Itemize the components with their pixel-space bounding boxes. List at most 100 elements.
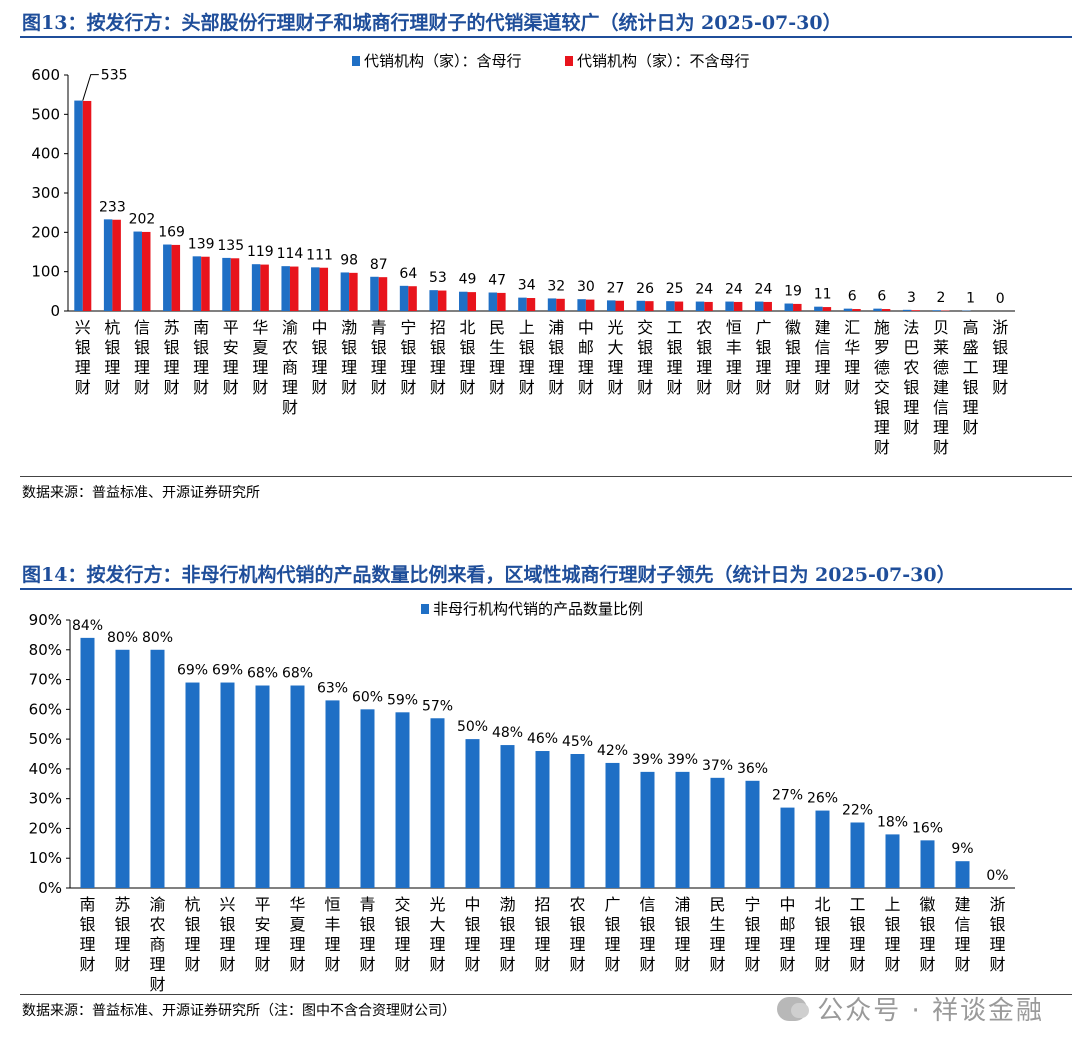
x-tick-label: 贝 (933, 318, 949, 337)
x-tick-label: 财 (149, 975, 165, 992)
x-tick-label: 邮 (578, 338, 594, 357)
x-tick-label: 夏 (289, 915, 305, 934)
bar-series-1 (360, 709, 375, 888)
bar-series-1 (815, 810, 830, 888)
x-tick-label: 财 (849, 955, 865, 974)
x-tick-label: 财 (815, 378, 831, 397)
data-label: 34 (518, 278, 536, 294)
x-tick-label: 财 (963, 418, 979, 437)
data-label: 45% (562, 734, 593, 750)
x-tick-label: 理 (604, 935, 620, 954)
data-label: 39% (632, 752, 663, 768)
x-tick-label: 信 (954, 915, 970, 934)
data-label: 60% (352, 689, 383, 705)
x-tick-label: 财 (164, 378, 180, 397)
x-tick-label: 理 (779, 935, 795, 954)
bar-series-1 (370, 276, 379, 311)
x-tick-label: 银 (814, 915, 830, 934)
x-tick-label: 财 (884, 955, 900, 974)
x-tick-label: 理 (667, 358, 683, 377)
x-tick-label: 银 (963, 378, 979, 397)
x-tick-label: 苏 (114, 895, 130, 914)
bar-series-2 (112, 219, 121, 311)
x-tick-label: 银 (519, 338, 535, 357)
x-tick-label: 信 (134, 318, 150, 337)
x-tick-label: 大 (429, 915, 445, 934)
x-tick-label: 银 (193, 338, 209, 357)
x-tick-label: 理 (903, 398, 919, 417)
data-label: 25 (666, 281, 684, 297)
x-tick-label: 财 (489, 378, 505, 397)
x-tick-label: 工 (963, 358, 979, 377)
data-label: 64 (399, 266, 417, 282)
x-tick-label: 徽 (919, 895, 935, 914)
bar-series-1 (640, 771, 655, 888)
x-tick-label: 理 (394, 935, 410, 954)
x-tick-label: 财 (371, 378, 387, 397)
data-label: 26 (636, 281, 654, 297)
data-label: 87 (370, 257, 388, 273)
bar-series-1 (666, 301, 675, 311)
bar-series-2 (260, 264, 269, 311)
bar-series-1 (488, 292, 498, 311)
data-label: 3 (907, 290, 916, 306)
x-tick-label: 理 (75, 358, 91, 377)
x-tick-label: 商 (282, 358, 298, 377)
figure-14-source: 数据来源：普益标准、开源证券研究所（注：图中不含合资理财公司） (22, 1003, 456, 1019)
y-tick-label: 20% (29, 819, 62, 837)
bar-series-1 (255, 685, 270, 888)
x-tick-label: 理 (324, 935, 340, 954)
x-tick-label: 理 (400, 358, 416, 377)
data-label: 2 (937, 290, 946, 306)
watermark: 公众号 · 祥谈金融 (777, 990, 1044, 1027)
x-tick-label: 财 (430, 378, 446, 397)
x-tick-label: 财 (607, 378, 623, 397)
bar-series-1 (873, 308, 882, 311)
x-tick-label: 理 (933, 418, 949, 437)
x-tick-label: 理 (696, 358, 712, 377)
x-tick-label: 银 (884, 915, 900, 934)
x-tick-label: 财 (637, 378, 653, 397)
x-tick-label: 理 (884, 935, 900, 954)
x-tick-label: 理 (639, 935, 655, 954)
x-tick-label: 民 (489, 318, 505, 337)
data-label: 27% (772, 788, 803, 804)
figure-13-top-rule (20, 36, 1072, 38)
y-tick-label: 300 (31, 184, 60, 202)
bar-series-2 (171, 244, 181, 311)
y-tick-label: 30% (29, 790, 62, 808)
x-tick-label: 银 (903, 378, 919, 397)
data-label: 36% (737, 761, 768, 777)
bar-series-1 (251, 264, 261, 311)
x-tick-label: 理 (460, 358, 476, 377)
data-label: 57% (422, 698, 453, 714)
x-tick-label: 理 (674, 935, 690, 954)
x-tick-label: 银 (785, 338, 801, 357)
x-tick-label: 理 (844, 358, 860, 377)
bar-series-1 (577, 299, 586, 311)
data-label: 30 (577, 279, 595, 295)
x-tick-label: 上 (519, 318, 535, 337)
data-label: 202 (129, 212, 156, 228)
x-tick-label: 银 (674, 915, 690, 934)
bar-series-1 (115, 649, 130, 888)
bar-series-1 (281, 266, 290, 311)
x-tick-label: 银 (696, 338, 712, 357)
x-tick-label: 银 (75, 338, 91, 357)
x-tick-label: 财 (548, 378, 564, 397)
x-tick-label: 宁 (400, 318, 416, 337)
x-tick-label: 平 (254, 895, 270, 914)
bar-series-2 (822, 307, 832, 311)
wechat-icon (777, 996, 810, 1021)
bar-series-2 (201, 256, 210, 311)
bar-series-1 (784, 303, 794, 311)
data-label: 139 (188, 236, 215, 252)
bar-series-1 (311, 267, 320, 311)
x-tick-label: 财 (874, 438, 890, 457)
x-tick-label: 财 (429, 955, 445, 974)
bar-series-1 (547, 298, 557, 311)
x-tick-label: 理 (114, 935, 130, 954)
x-tick-label: 农 (569, 895, 585, 914)
x-tick-label: 南 (193, 318, 209, 337)
x-tick-label: 理 (849, 935, 865, 954)
